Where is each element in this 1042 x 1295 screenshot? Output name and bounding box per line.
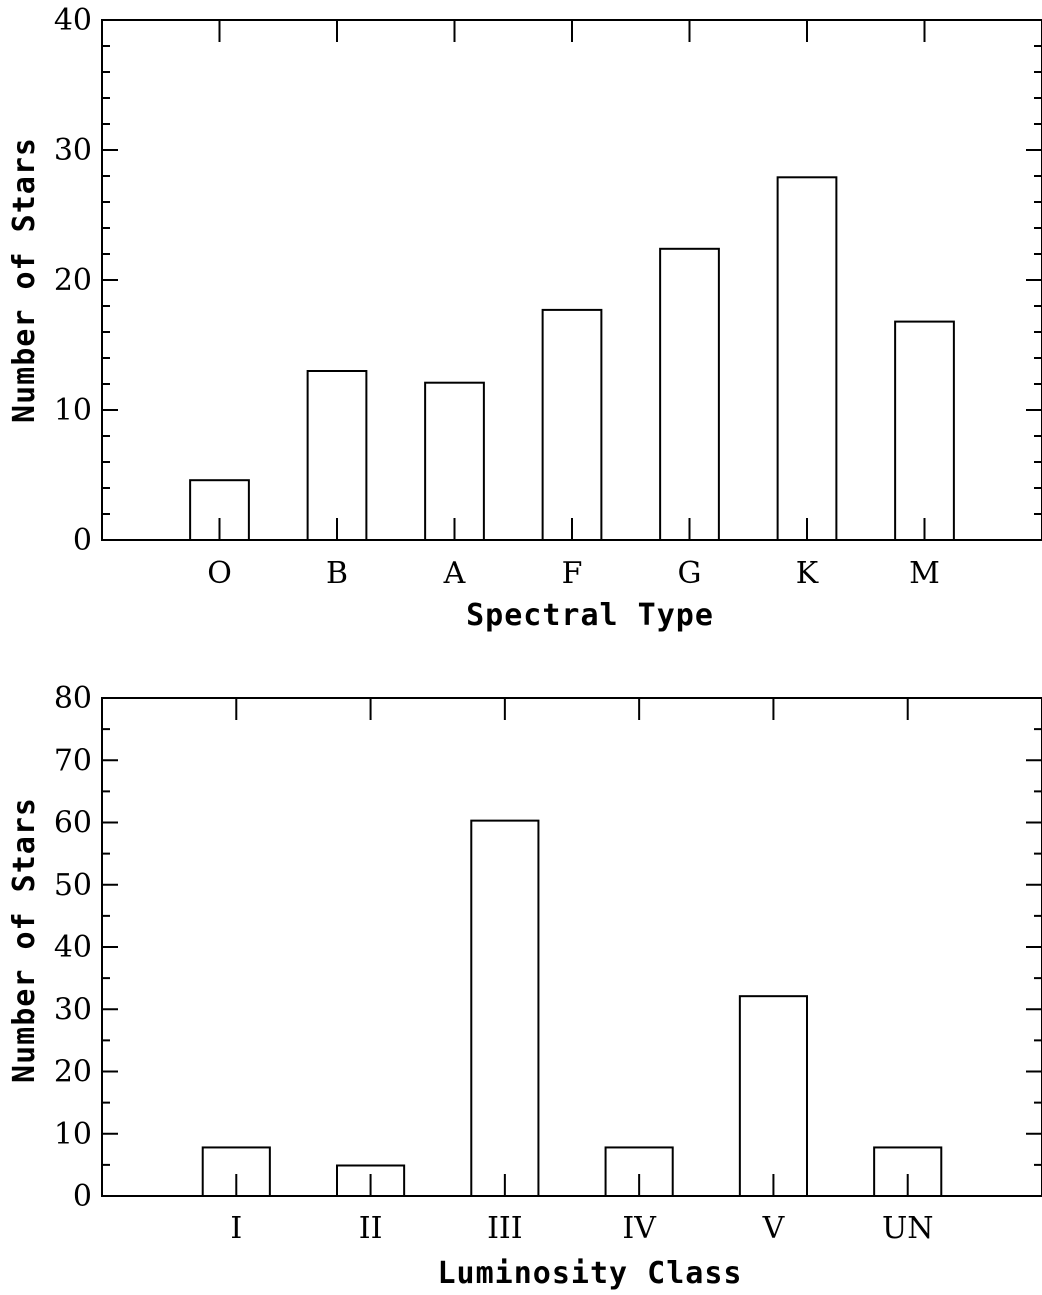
chart-1-ytick-label: 40 xyxy=(54,930,92,965)
chart-0-ytick-label: 40 xyxy=(54,3,92,38)
chart-1-ytick-label: 70 xyxy=(54,743,92,778)
chart-0-bar-G xyxy=(659,247,720,542)
chart-1-xtick-label-IV: IV xyxy=(622,1211,657,1246)
chart-0-bar-F xyxy=(541,308,603,541)
chart-0-ytick-label: 30 xyxy=(54,133,92,168)
chart-0-xtick-label-M: M xyxy=(909,556,940,591)
chart-0-bar-K xyxy=(776,176,838,542)
chart-0-xtick-label-G: G xyxy=(678,556,702,591)
chart-1-ytick-label: 20 xyxy=(54,1055,92,1090)
chart-1-xtick-label-III: III xyxy=(487,1211,523,1246)
chart-1-xtick-label-UN: UN xyxy=(882,1211,934,1246)
chart-0-bar-B xyxy=(306,370,368,541)
chart-1-ytick-label: 10 xyxy=(54,1117,92,1152)
chart-1-ytick-label: 60 xyxy=(54,806,92,841)
chart-1-ytick-label: 80 xyxy=(54,681,92,716)
chart-1-x-axis-label: Luminosity Class xyxy=(438,1256,743,1291)
chart-1-bar-III xyxy=(470,819,540,1197)
chart-0-bar-M xyxy=(894,320,955,541)
chart-0-xtick-label-B: B xyxy=(326,556,348,591)
chart-1-plot-frame xyxy=(101,697,1042,1197)
chart-0-y-axis-label: Number of Stars xyxy=(7,137,42,423)
chart-1-xtick-label-II: II xyxy=(359,1211,383,1246)
chart-1-xtick-label-V: V xyxy=(762,1211,786,1246)
chart-1-y-axis-label: Number of Stars xyxy=(7,797,42,1083)
chart-0-ytick-label: 0 xyxy=(73,523,92,558)
chart-0-xtick-label-F: F xyxy=(562,556,583,591)
chart-1-xtick-label-I: I xyxy=(230,1211,242,1246)
chart-0-xtick-label-O: O xyxy=(207,556,232,591)
chart-0-xtick-label-K: K xyxy=(796,556,819,591)
chart-0-x-axis-label: Spectral Type xyxy=(466,598,714,633)
spectral-type-panel: 0 10 20 30 40 O B A F G K M Spectral Type Number of S… xyxy=(7,3,1042,633)
chart-0-bar-A xyxy=(424,381,485,542)
chart-1-ytick-label: 30 xyxy=(54,992,92,1027)
chart-1-bar-V xyxy=(738,995,808,1197)
chart-0-ytick-label: 10 xyxy=(54,393,92,428)
chart-0-xtick-label-A: A xyxy=(443,556,466,591)
chart-0-ytick-label: 20 xyxy=(54,263,92,298)
chart-1-ytick-label: 50 xyxy=(54,868,92,903)
chart-1-ytick-label: 0 xyxy=(73,1179,92,1214)
